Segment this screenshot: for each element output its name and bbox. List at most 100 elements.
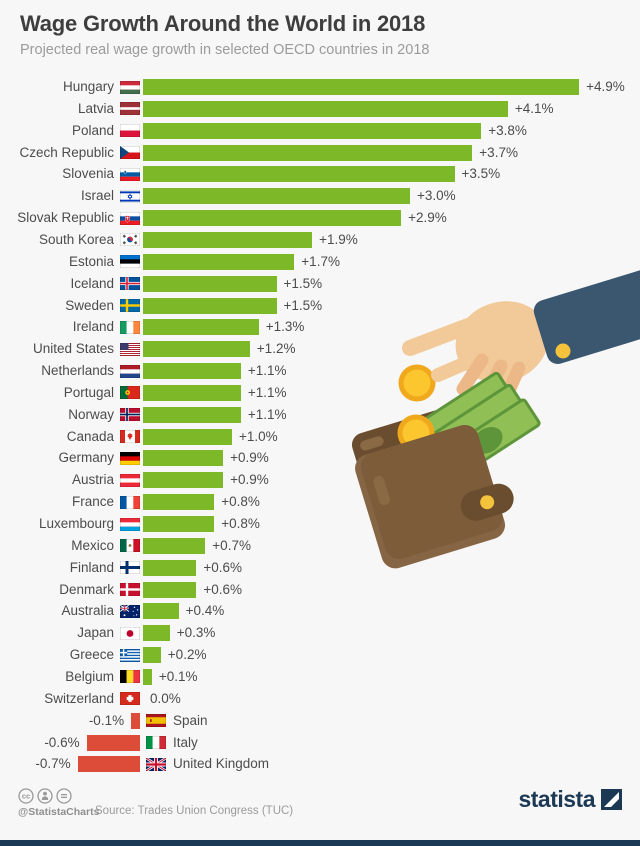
value-label: +0.3% <box>176 625 216 641</box>
value-label: +1.5% <box>283 297 323 313</box>
value-label: +3.8% <box>488 122 527 138</box>
value-bar <box>77 756 140 773</box>
slovak-republic-flag-icon <box>120 211 140 225</box>
value-bar <box>143 559 197 576</box>
value-label: +0.2% <box>167 647 207 663</box>
chart-row-sweden: Sweden +1.5% <box>0 295 640 317</box>
netherlands-flag-icon <box>120 364 140 378</box>
value-label: +0.6% <box>203 581 243 597</box>
statista-logo-icon <box>601 789 622 810</box>
switzerland-flag-icon <box>120 692 140 706</box>
value-bar <box>143 188 410 205</box>
value-bar <box>143 668 152 685</box>
country-label: Canada <box>66 428 114 444</box>
value-bar <box>143 79 580 95</box>
chart-row-slovenia: Slovenia +3.5% <box>0 163 640 185</box>
bar-chart: Hungary +4.9% Latvia +4.1% Poland +3.8% Czech … <box>0 76 640 782</box>
statista-handle: @StatistaCharts <box>18 806 100 818</box>
country-label: Slovenia <box>62 166 114 182</box>
chart-row-canada: Canada +1.0% <box>0 426 640 448</box>
country-label: Iceland <box>70 275 114 291</box>
header: Wage Growth Around the World in 2018 Pro… <box>20 10 620 58</box>
belgium-flag-icon <box>120 670 140 684</box>
value-bar <box>86 734 140 751</box>
statista-wordmark: statista <box>518 786 595 812</box>
country-label: Germany <box>58 450 114 466</box>
value-label: -0.6% <box>44 734 80 750</box>
country-label: Greece <box>69 647 114 663</box>
page-subtitle: Projected real wage growth in selected O… <box>20 41 430 58</box>
finland-flag-icon <box>120 561 140 575</box>
country-label: Belgium <box>65 668 114 684</box>
spain-flag-icon <box>146 714 166 728</box>
value-bar <box>143 297 277 314</box>
chart-row-ireland: Ireland +1.3% <box>0 316 640 338</box>
value-label: +0.4% <box>185 603 225 619</box>
chart-row-austria: Austria +0.9% <box>0 469 640 491</box>
chart-row-czech-republic: Czech Republic +3.7% <box>0 142 640 164</box>
value-label: +4.1% <box>514 100 554 116</box>
svg-text:cc: cc <box>22 792 30 801</box>
austria-flag-icon <box>120 473 140 487</box>
value-bar <box>143 231 313 248</box>
page-title: Wage Growth Around the World in 2018 <box>20 11 426 36</box>
cc-nd-icon <box>56 788 72 804</box>
money-wallet-illustration <box>351 262 640 569</box>
value-bar <box>143 253 295 270</box>
country-label: Italy <box>173 734 198 750</box>
chart-row-japan: Japan +0.3% <box>0 622 640 644</box>
country-label: Netherlands <box>41 363 114 379</box>
hungary-flag-icon <box>120 80 140 94</box>
value-label: +1.5% <box>283 275 323 291</box>
value-label: +0.1% <box>158 668 198 684</box>
chart-row-spain: -0.1% Spain <box>0 710 640 732</box>
value-label: +1.2% <box>256 341 296 357</box>
luxembourg-flag-icon <box>120 517 140 531</box>
value-label: +1.1% <box>247 363 287 379</box>
chart-row-united-kingdom: -0.7% United Kingdom <box>0 753 640 775</box>
country-label: Poland <box>71 122 114 138</box>
footer: cc @StatistaCharts Source: Trades Union … <box>0 784 640 840</box>
value-label: +1.9% <box>319 231 358 247</box>
norway-flag-icon <box>120 408 140 422</box>
united-states-flag-icon <box>120 342 140 356</box>
value-label: +0.8% <box>221 494 260 510</box>
country-label: Hungary <box>62 79 114 94</box>
value-label: 0.0% <box>150 690 181 706</box>
value-bar <box>143 166 455 183</box>
value-bar <box>143 210 402 227</box>
chart-row-luxembourg: Luxembourg +0.8% <box>0 513 640 535</box>
chart-row-france: France +0.8% <box>0 491 640 513</box>
iceland-flag-icon <box>120 277 140 291</box>
chart-row-hungary: Hungary +4.9% <box>0 76 640 98</box>
portugal-flag-icon <box>120 386 140 400</box>
value-bar <box>143 275 277 292</box>
chart-row-poland: Poland +3.8% <box>0 120 640 142</box>
country-label: Spain <box>173 712 208 728</box>
chart-row-estonia: Estonia +1.7% <box>0 251 640 273</box>
chart-row-portugal: Portugal +1.1% <box>0 382 640 404</box>
chart-row-united-states: United States +1.2% <box>0 338 640 360</box>
country-label: Latvia <box>77 100 114 116</box>
value-label: -0.1% <box>88 712 125 728</box>
brand-bottom-bar <box>0 840 640 846</box>
chart-row-italy: -0.6% Italy <box>0 732 640 754</box>
country-label: Japan <box>77 625 114 641</box>
country-label: South Korea <box>38 231 114 247</box>
value-label: +0.7% <box>212 537 251 553</box>
chart-row-netherlands: Netherlands +1.1% <box>0 360 640 382</box>
france-flag-icon <box>120 495 140 509</box>
value-label: +0.6% <box>203 559 243 575</box>
country-label: Slovak Republic <box>17 210 114 226</box>
denmark-flag-icon <box>120 583 140 597</box>
country-label: Austria <box>71 472 114 488</box>
sweden-flag-icon <box>120 299 140 312</box>
country-label: Luxembourg <box>38 516 114 531</box>
chart-row-slovak-republic: Slovak Republic +2.9% <box>0 207 640 229</box>
chart-row-finland: Finland +0.6% <box>0 557 640 579</box>
wallet-icon <box>355 425 514 569</box>
chart-row-germany: Germany +0.9% <box>0 447 640 469</box>
czech-republic-flag-icon <box>120 146 140 160</box>
slovenia-flag-icon <box>120 167 140 181</box>
value-label: +1.0% <box>239 428 278 444</box>
